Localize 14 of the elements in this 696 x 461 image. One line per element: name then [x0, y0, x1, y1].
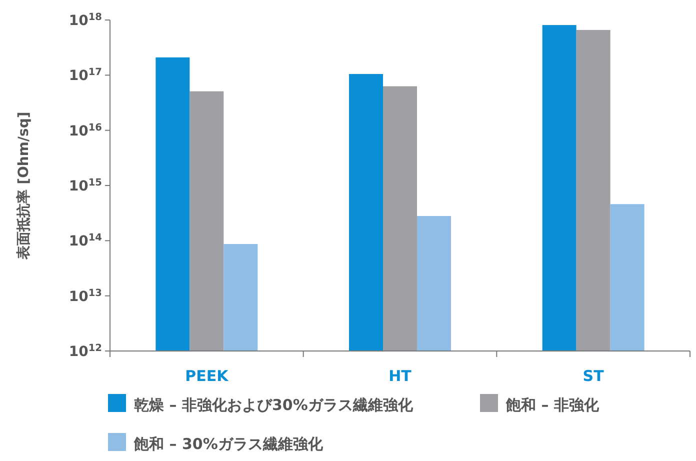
y-tick-label: 10$^{13}$ [68, 287, 102, 305]
y-tick-label: 10$^{16}$ [68, 122, 102, 140]
y-tick-label: 10$^{17}$ [68, 66, 102, 84]
legend-label: 飽和 – 非強化 [505, 396, 600, 414]
y-tick-label: 10$^{12}$ [68, 342, 102, 360]
x-tick-label: HT [388, 367, 412, 385]
y-tick-label: 10$^{15}$ [68, 177, 102, 194]
y-tick-label: 10$^{14}$ [68, 232, 102, 250]
y-axis-title: 表面抵抗率 [Ohm/sq] [15, 112, 32, 260]
x-tick-label: PEEK [185, 367, 230, 385]
legend-label: 乾燥 – 非強化および30%ガラス繊維強化 [134, 396, 414, 414]
legend-label: 飽和 – 30%ガラス繊維強化 [133, 435, 324, 453]
x-tick-label: ST [582, 367, 605, 385]
y-tick-label: 10$^{18}$ [68, 12, 102, 29]
